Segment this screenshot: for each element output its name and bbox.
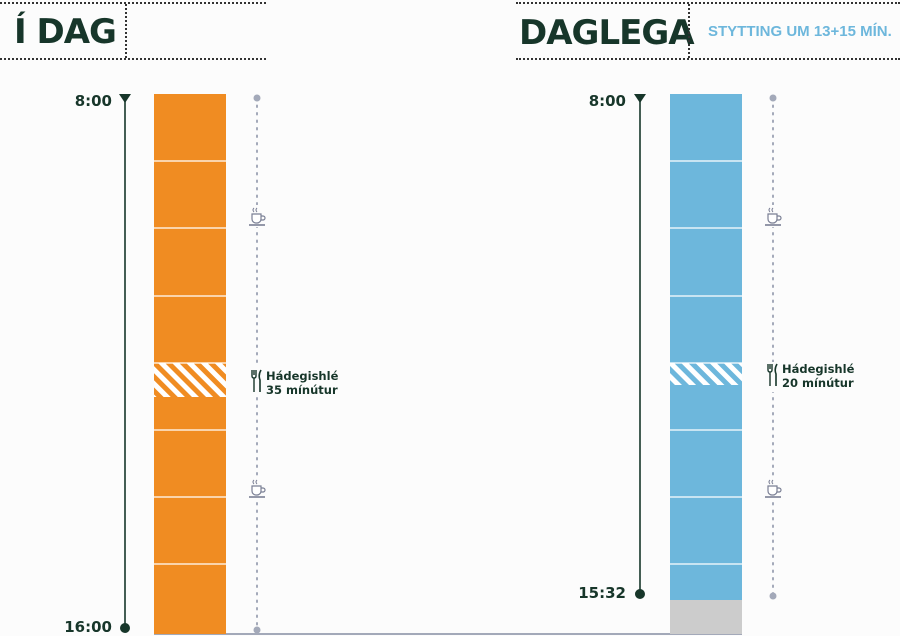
header-divider-right	[688, 4, 690, 58]
header-rule-top-right	[516, 2, 900, 4]
header-rule-bottom-left	[0, 58, 266, 60]
daily-title: DAGLEGA	[519, 13, 695, 53]
daily-break-line-start	[769, 94, 777, 102]
daily-start-time: 8:00	[588, 92, 626, 110]
today-title: Í DAG	[14, 12, 117, 52]
header-divider-left	[125, 4, 127, 58]
today-start-time: 8:00	[74, 92, 112, 110]
daily-lunch-duration: 20 mínútur	[782, 376, 854, 390]
daily-saved-time-block	[670, 600, 742, 634]
today-hour-dividers	[154, 160, 226, 565]
today-lunch-block	[154, 363, 226, 397]
daily-lunch-label: Hádegishlé 20 mínútur	[782, 362, 854, 390]
header-rule-top-left	[0, 2, 266, 4]
daily-subtitle: STYTTING UM 13+15 MÍN.	[708, 23, 892, 40]
daily-hour-dividers	[670, 160, 742, 565]
daily-end-time: 15:32	[578, 584, 626, 602]
daily-axis-end-marker	[635, 589, 645, 599]
daily-bar	[670, 94, 742, 600]
today-axis-end-marker	[120, 623, 130, 633]
today-break-line-end	[253, 626, 261, 634]
daily-lunch-block	[670, 363, 742, 385]
daily-break-line-end	[769, 592, 777, 600]
daily-lunch-title: Hádegishlé	[782, 362, 855, 376]
today-lunch-title: Hádegishlé	[266, 369, 339, 383]
header-rule-bottom-right	[516, 58, 900, 60]
today-break-line-start	[253, 94, 261, 102]
today-lunch-label: Hádegishlé 35 mínútur	[266, 369, 338, 397]
daily-axis-start-marker	[634, 94, 646, 103]
today-lunch-duration: 35 mínútur	[266, 383, 338, 397]
today-axis-start-marker	[119, 94, 131, 103]
today-end-time: 16:00	[64, 618, 112, 636]
